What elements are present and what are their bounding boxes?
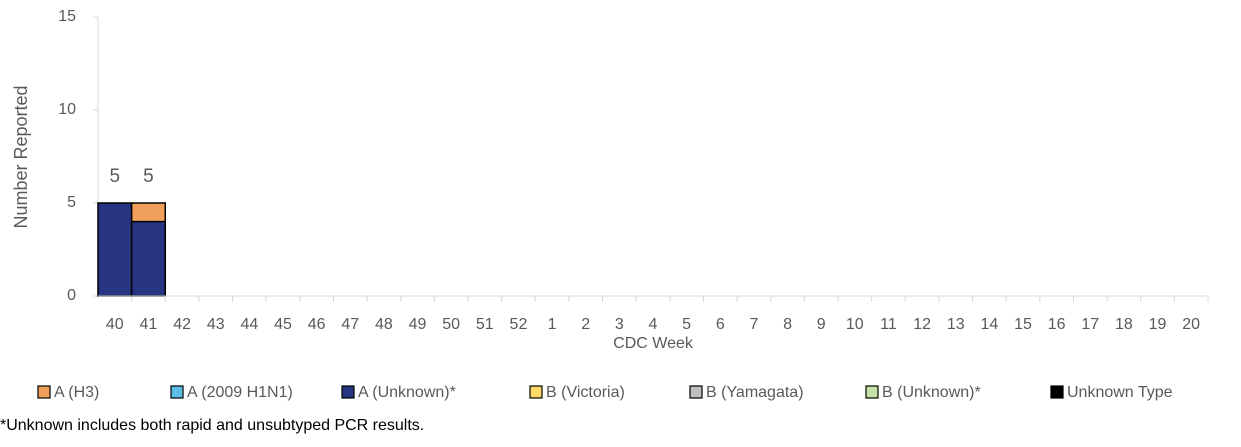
- x-tick-label: 46: [308, 316, 326, 333]
- x-axis-title: CDC Week: [613, 335, 694, 352]
- x-tick-label: 13: [947, 316, 965, 333]
- x-tick-label: 40: [106, 316, 124, 333]
- x-tick-label: 43: [207, 316, 225, 333]
- legend-swatch: [341, 385, 355, 399]
- total-label: 5: [110, 166, 121, 187]
- x-tick-label: 52: [510, 316, 528, 333]
- x-tick-label: 5: [682, 316, 691, 333]
- legend-label: A (Unknown)*: [358, 384, 456, 401]
- x-tick-label: 15: [1014, 316, 1032, 333]
- legend-swatch: [37, 385, 51, 399]
- x-tick-label: 50: [442, 316, 460, 333]
- x-tick-label: 47: [341, 316, 359, 333]
- x-tick-label: 16: [1048, 316, 1066, 333]
- legend-swatch: [529, 385, 543, 399]
- x-tick-label: 44: [240, 316, 258, 333]
- bar-segment: [97, 202, 133, 297]
- x-tick-label: 14: [980, 316, 998, 333]
- x-tick-label: 1: [548, 316, 557, 333]
- bar-segment: [130, 220, 167, 297]
- x-tick-label: 48: [375, 316, 393, 333]
- x-tick-label: 3: [615, 316, 624, 333]
- legend-label: B (Victoria): [546, 384, 625, 401]
- legend-swatch: [1050, 385, 1064, 399]
- x-tick-label: 12: [913, 316, 931, 333]
- x-tick-label: 7: [749, 316, 758, 333]
- x-tick-label: 18: [1115, 316, 1133, 333]
- x-tick-label: 8: [783, 316, 792, 333]
- x-tick-label: 11: [880, 316, 897, 333]
- x-tick-label: 41: [140, 316, 158, 333]
- bar-segment: [130, 202, 167, 223]
- x-tick-label: 2: [581, 316, 590, 333]
- footnote: *Unknown includes both rapid and unsubty…: [0, 417, 424, 434]
- x-tick-label: 9: [817, 316, 826, 333]
- x-tick-label: 4: [649, 316, 658, 333]
- y-tick-label: 10: [58, 101, 76, 118]
- x-tick-label: 49: [409, 316, 427, 333]
- legend-label: A (H3): [54, 384, 99, 401]
- y-tick-label: 0: [67, 287, 76, 304]
- y-tick-label: 15: [58, 8, 76, 25]
- y-axis-title: Number Reported: [11, 85, 31, 228]
- legend-label: Unknown Type: [1067, 384, 1173, 401]
- legend-label: B (Yamagata): [706, 384, 804, 401]
- y-tick-label: 5: [67, 194, 76, 211]
- legend-swatch: [865, 385, 879, 399]
- x-tick-label: 10: [846, 316, 864, 333]
- x-tick-label: 6: [716, 316, 725, 333]
- legend-label: B (Unknown)*: [882, 384, 981, 401]
- total-label: 5: [143, 166, 154, 187]
- legend-swatch: [689, 385, 703, 399]
- x-tick-label: 51: [476, 316, 494, 333]
- legend-swatch: [170, 385, 184, 399]
- x-tick-label: 20: [1182, 316, 1200, 333]
- x-tick-label: 19: [1149, 316, 1167, 333]
- x-tick-label: 42: [173, 316, 191, 333]
- x-tick-label: 17: [1081, 316, 1099, 333]
- x-tick-label: 45: [274, 316, 292, 333]
- legend-label: A (2009 H1N1): [187, 384, 293, 401]
